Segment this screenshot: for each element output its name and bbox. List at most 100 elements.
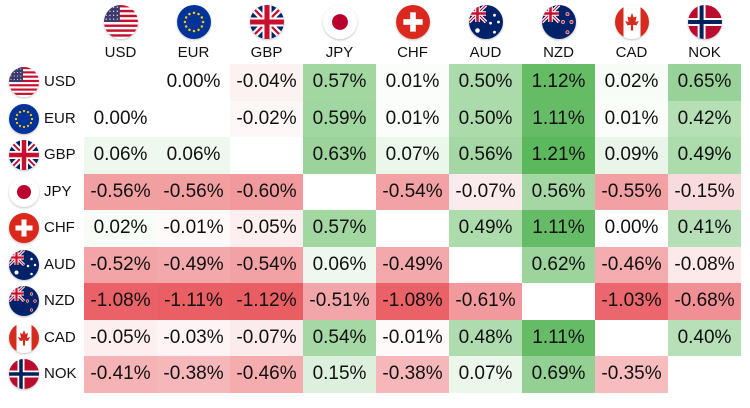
heatmap-cell-eur-eur <box>157 100 230 137</box>
heatmap-cell-cad-chf: -0.01% <box>376 319 449 356</box>
heatmap-cell-jpy-eur: -0.56% <box>157 173 230 210</box>
heatmap-cell-nzd-nok: -0.68% <box>668 283 741 320</box>
row-header-chf: CHF <box>44 219 75 236</box>
column-header-nok: NOK <box>688 44 721 61</box>
heatmap-cell-aud-cad: -0.46% <box>595 246 668 283</box>
heatmap-cell-chf-gbp: -0.05% <box>230 210 303 247</box>
heatmap-cell-jpy-gbp: -0.60% <box>230 173 303 210</box>
heatmap-cell-gbp-usd: 0.06% <box>84 137 157 174</box>
heatmap-cell-chf-aud: 0.49% <box>449 210 522 247</box>
heatmap-cell-nok-eur: -0.38% <box>157 356 230 393</box>
heatmap-cell-usd-chf: 0.01% <box>376 64 449 101</box>
heatmap-cell-eur-chf: 0.01% <box>376 100 449 137</box>
row-header-gbp: GBP <box>44 146 76 163</box>
heatmap-cell-aud-aud <box>449 246 522 283</box>
eu-flag-icon <box>9 103 39 134</box>
row-header-nok: NOK <box>44 365 77 382</box>
heatmap-cell-usd-aud: 0.50% <box>449 64 522 101</box>
heatmap-cell-chf-nzd: 1.11% <box>522 210 595 247</box>
heatmap-cell-nok-chf: -0.38% <box>376 356 449 393</box>
heatmap-cell-nok-usd: -0.41% <box>84 356 157 393</box>
heatmap-cell-gbp-nok: 0.49% <box>668 137 741 174</box>
heatmap-cell-nok-gbp: -0.46% <box>230 356 303 393</box>
heatmap-cell-aud-gbp: -0.54% <box>230 246 303 283</box>
heatmap-cell-cad-nzd: 1.11% <box>522 319 595 356</box>
heatmap-cell-nok-aud: 0.07% <box>449 356 522 393</box>
heatmap-cell-aud-nok: -0.08% <box>668 246 741 283</box>
heatmap-cell-gbp-jpy: 0.63% <box>303 137 376 174</box>
heatmap-cell-usd-nok: 0.65% <box>668 64 741 101</box>
heatmap-cell-eur-gbp: -0.02% <box>230 100 303 137</box>
heatmap-cell-nzd-aud: -0.61% <box>449 283 522 320</box>
heatmap-cell-nzd-cad: -1.03% <box>595 283 668 320</box>
heatmap-cell-jpy-chf: -0.54% <box>376 173 449 210</box>
heatmap-cell-usd-gbp: -0.04% <box>230 64 303 101</box>
norway-flag-icon <box>9 359 39 390</box>
australia-flag-icon <box>9 249 39 280</box>
heatmap-cell-chf-usd: 0.02% <box>84 210 157 247</box>
row-header-usd: USD <box>44 73 76 90</box>
heatmap-cell-nok-nok <box>668 356 741 393</box>
heatmap-cell-chf-cad: 0.00% <box>595 210 668 247</box>
heatmap-cell-eur-nzd: 1.11% <box>522 100 595 137</box>
heatmap-cell-jpy-nok: -0.15% <box>668 173 741 210</box>
heatmap-cell-nzd-jpy: -0.51% <box>303 283 376 320</box>
heatmap-cell-jpy-usd: -0.56% <box>84 173 157 210</box>
heatmap-cell-aud-usd: -0.52% <box>84 246 157 283</box>
heatmap-cell-nzd-nzd <box>522 283 595 320</box>
row-header-eur: EUR <box>44 109 76 127</box>
uk-flag-icon <box>9 140 39 171</box>
heatmap-cell-cad-jpy: 0.54% <box>303 319 376 356</box>
eu-flag-icon <box>176 5 211 39</box>
heatmap-cell-chf-jpy: 0.57% <box>303 210 376 247</box>
heatmap-cell-usd-cad: 0.02% <box>595 64 668 101</box>
heatmap-cell-usd-nzd: 1.12% <box>522 64 595 101</box>
new-zealand-flag-icon <box>9 286 39 317</box>
heatmap-cell-jpy-aud: -0.07% <box>449 173 522 210</box>
heatmap-cell-cad-cad <box>595 319 668 356</box>
uk-flag-icon <box>249 5 284 39</box>
column-header-aud: AUD <box>469 44 502 61</box>
row-header-aud: AUD <box>44 255 76 273</box>
heatmap-cell-jpy-cad: -0.55% <box>595 173 668 210</box>
us-flag-icon <box>103 5 138 39</box>
heatmap-cell-chf-eur: -0.01% <box>157 210 230 247</box>
australia-flag-icon <box>468 5 503 39</box>
heatmap-cell-nzd-usd: -1.08% <box>84 283 157 320</box>
new-zealand-flag-icon <box>541 5 576 39</box>
heatmap-cell-eur-aud: 0.50% <box>449 100 522 137</box>
swiss-flag-icon <box>9 213 39 244</box>
norway-flag-icon <box>687 5 722 39</box>
heatmap-cell-jpy-nzd: 0.56% <box>522 173 595 210</box>
heatmap-cell-gbp-aud: 0.56% <box>449 137 522 174</box>
heatmap-cell-usd-jpy: 0.57% <box>303 64 376 101</box>
japan-flag-icon <box>322 5 357 39</box>
heatmap-cell-nzd-gbp: -1.12% <box>230 283 303 320</box>
heatmap-cell-nzd-chf: -1.08% <box>376 283 449 320</box>
heatmap-cell-gbp-nzd: 1.21% <box>522 137 595 174</box>
column-header-eur: EUR <box>177 44 210 61</box>
heatmap-cell-aud-chf: -0.49% <box>376 246 449 283</box>
heatmap-cell-chf-chf <box>376 210 449 247</box>
column-header-gbp: GBP <box>250 44 283 61</box>
canada-flag-icon <box>9 322 39 353</box>
heatmap-cell-cad-gbp: -0.07% <box>230 319 303 356</box>
heatmap-cell-cad-usd: -0.05% <box>84 319 157 356</box>
heatmap-cell-aud-jpy: 0.06% <box>303 246 376 283</box>
heatmap-cell-gbp-gbp <box>230 137 303 174</box>
heatmap-cell-nok-jpy: 0.15% <box>303 356 376 393</box>
row-header-cad: CAD <box>44 328 76 346</box>
heatmap-cell-eur-nok: 0.42% <box>668 100 741 137</box>
heatmap-cell-aud-nzd: 0.62% <box>522 246 595 283</box>
canada-flag-icon <box>614 5 649 39</box>
us-flag-icon <box>9 67 39 98</box>
heatmap-cell-aud-eur: -0.49% <box>157 246 230 283</box>
heatmap-cell-eur-cad: 0.01% <box>595 100 668 137</box>
heatmap-cell-eur-jpy: 0.59% <box>303 100 376 137</box>
heatmap-cell-nzd-eur: -1.11% <box>157 283 230 320</box>
heatmap-cell-eur-usd: 0.00% <box>84 100 157 137</box>
heatmap-cell-gbp-cad: 0.09% <box>595 137 668 174</box>
column-header-jpy: JPY <box>325 44 354 61</box>
column-header-chf: CHF <box>397 44 428 61</box>
